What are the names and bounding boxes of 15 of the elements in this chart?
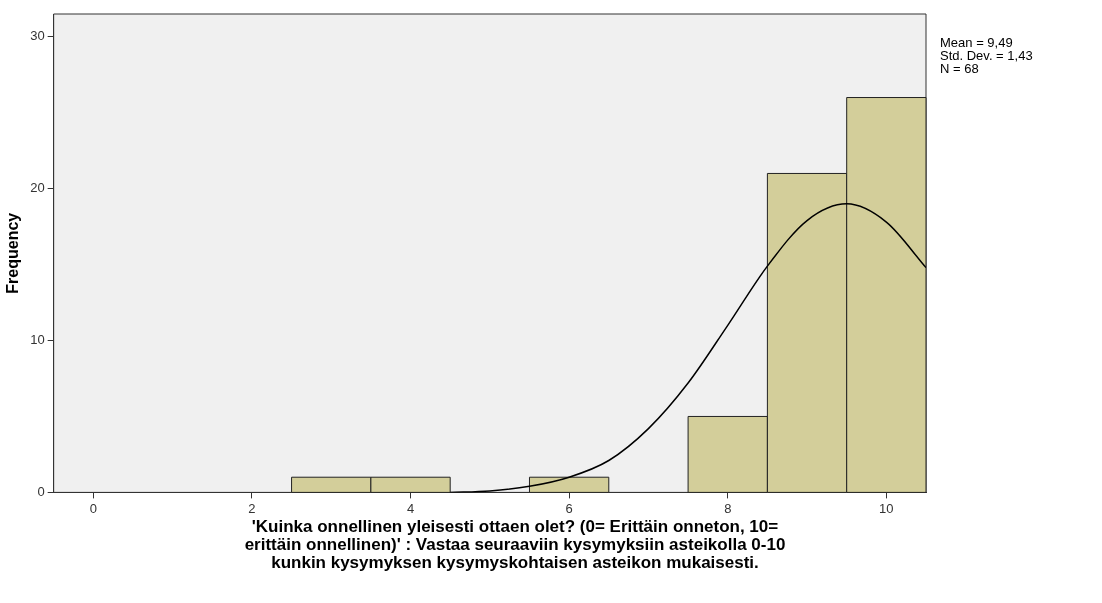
x-tick-label: 10 [879,500,894,516]
text: Std. Dev. = 1,43 [940,48,1033,63]
x-tick-label: 0 [89,500,97,516]
x-tick-label: 6 [565,500,573,516]
y-tick-label: 30 [30,28,45,44]
y-tick-label: 0 [37,483,45,499]
text: Mean = 9,49 [940,35,1014,50]
y-axis-title: Frequency [4,212,22,294]
x-tick-label: 2 [248,500,256,516]
x-tick-label: 8 [724,500,732,516]
x-axis-title: 'Kuinka onnellinen yleisesti ottaen olet? (0= Erittäin onneton, 10= erittäin onnellinen)' : Vastaa seuraaviin kysymyksiin asteikolla 0-10 kunkin kysymyksen kysymyskohtaisen asteikon mukaisesti. [243,517,787,572]
text: N = 68 [940,61,980,76]
y-tick-label: 10 [30,332,45,348]
x-tick-label: 4 [406,500,415,516]
y-tick-label: 20 [30,180,45,196]
